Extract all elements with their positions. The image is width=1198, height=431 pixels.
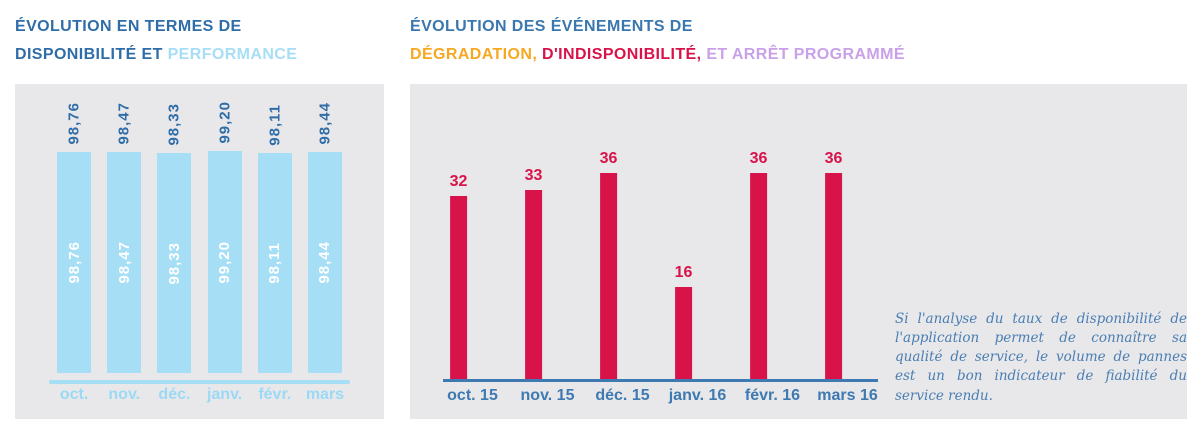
- availability-bar-value-label: 98,76: [65, 102, 83, 145]
- title-text: ÉVOLUTION EN TERMES DE: [15, 18, 242, 35]
- availability-bar-inside-label: 99,20: [216, 240, 234, 284]
- events-bar-value-label: 33: [524, 167, 543, 184]
- availability-tick-label: nov.: [108, 386, 141, 403]
- events-bar: [449, 196, 467, 379]
- events-tick-label: oct. 15: [447, 387, 498, 404]
- availability-bar-inside-label: 98,33: [165, 241, 183, 285]
- availability-tick-label: déc.: [158, 386, 191, 403]
- availability-bar: 98,44: [307, 152, 342, 373]
- events-tick-label: févr. 16: [744, 387, 801, 404]
- availability-bar-value-label: 99,20: [216, 101, 234, 144]
- availability-bar: 98,76: [57, 152, 92, 373]
- events-tick-label: déc. 15: [595, 387, 650, 404]
- events-bar: [749, 173, 767, 379]
- events-bar-column: 36: [810, 150, 885, 379]
- availability-bar-value-label: 98,44: [316, 102, 334, 145]
- availability-bar: 98,11: [257, 153, 292, 373]
- title-segment-degradation: DÉGRADATION,: [410, 46, 543, 63]
- availability-axis-labels: oct. nov. déc. janv. févr. mars: [49, 386, 350, 404]
- events-bar-group: 36: [749, 150, 768, 379]
- events-bar-group: 36: [824, 150, 843, 379]
- events-bar-group: 36: [599, 150, 618, 379]
- events-bar: [524, 190, 542, 379]
- events-tick-label: janv. 16: [668, 387, 727, 404]
- availability-chart-panel: 98,76 98,76 98,47 98,47 98,33 98,33 99,20 99,20…: [15, 84, 384, 419]
- events-bar-value-label: 32: [449, 173, 468, 190]
- availability-bar-value-label: 98,47: [115, 102, 133, 145]
- events-bar-value-label: 36: [599, 150, 618, 167]
- events-bar-group: 32: [449, 173, 468, 379]
- availability-tick-label: févr.: [258, 386, 292, 403]
- availability-bar: 98,33: [157, 153, 192, 373]
- availability-bar-column: 98,11 98,11: [250, 104, 300, 373]
- events-tick-label: mars 16: [817, 387, 878, 404]
- title-text-dark: DISPONIBILITÉ ET: [15, 46, 168, 63]
- availability-bar-value-label: 98,33: [165, 103, 183, 146]
- events-bar-group: 33: [524, 167, 543, 379]
- availability-bar-inside-label: 98,76: [65, 241, 83, 284]
- availability-tick-label: janv.: [206, 386, 243, 403]
- availability-bar-inside-label: 98,47: [115, 241, 133, 284]
- title-segment-indisponibilite: D'INDISPONIBILITÉ,: [542, 46, 707, 63]
- events-bars-area: 32 33 36 16 36 36: [435, 150, 885, 379]
- availability-bar-column: 98,76 98,76: [49, 102, 99, 373]
- availability-bar-inside-label: 98,11: [266, 242, 284, 284]
- events-bar-column: 33: [510, 167, 585, 379]
- availability-bar-column: 98,44 98,44: [300, 102, 350, 373]
- availability-axis-line: [49, 380, 350, 384]
- events-chart-panel: 32 33 36 16 36 36 oct. 15 nov. 15 déc. 15 janv. …: [410, 84, 1187, 419]
- availability-tick-label: oct.: [59, 386, 89, 403]
- analysis-note-text: Si l'analyse du taux de disponibilité de…: [895, 311, 1187, 404]
- events-bar: [824, 173, 842, 379]
- availability-tick-label: mars: [305, 386, 345, 403]
- title-segment-arret-programme: ET ARRÊT PROGRAMMÉ: [706, 46, 905, 63]
- availability-title-line2: DISPONIBILITÉ ET PERFORMANCE: [15, 41, 297, 69]
- events-title-line1: ÉVOLUTION DES ÉVÉNEMENTS DE: [410, 13, 905, 41]
- availability-bar-column: 98,33 98,33: [149, 103, 199, 373]
- events-bar-column: 16: [660, 173, 735, 379]
- events-bar-column: 32: [435, 173, 510, 379]
- events-axis-line: [443, 379, 878, 382]
- availability-bar-column: 99,20 99,20: [200, 101, 250, 373]
- events-chart-title: ÉVOLUTION DES ÉVÉNEMENTS DE DÉGRADATION,…: [410, 13, 905, 69]
- availability-bar: 99,20: [207, 151, 242, 373]
- title-text-light: PERFORMANCE: [167, 46, 298, 63]
- availability-bar-inside-label: 98,44: [316, 241, 334, 284]
- events-tick-label: nov. 15: [520, 387, 575, 404]
- availability-title-line1: ÉVOLUTION EN TERMES DE: [15, 13, 297, 41]
- events-bar-group: 16: [674, 264, 693, 379]
- availability-bars-area: 98,76 98,76 98,47 98,47 98,33 98,33 99,20 99,20…: [49, 101, 350, 373]
- events-bar-value-label: 36: [749, 150, 768, 167]
- title-text: ÉVOLUTION DES ÉVÉNEMENTS DE: [410, 18, 693, 35]
- availability-bar-value-label: 98,11: [266, 104, 284, 146]
- events-bar: [674, 287, 692, 379]
- events-bar-column: 36: [585, 150, 660, 379]
- availability-chart-title: ÉVOLUTION EN TERMES DE DISPONIBILITÉ ET …: [15, 13, 297, 69]
- events-bar-value-label: 36: [824, 150, 843, 167]
- events-axis-labels: oct. 15 nov. 15 déc. 15 janv. 16 févr. 16 mar…: [435, 387, 885, 405]
- events-bar-value-label: 16: [674, 264, 693, 281]
- availability-bar: 98,47: [107, 152, 142, 373]
- events-bar: [599, 173, 617, 379]
- events-bar-column: 36: [735, 150, 810, 379]
- events-title-line2: DÉGRADATION, D'INDISPONIBILITÉ, ET ARRÊT…: [410, 41, 905, 69]
- availability-bar-column: 98,47 98,47: [99, 102, 149, 373]
